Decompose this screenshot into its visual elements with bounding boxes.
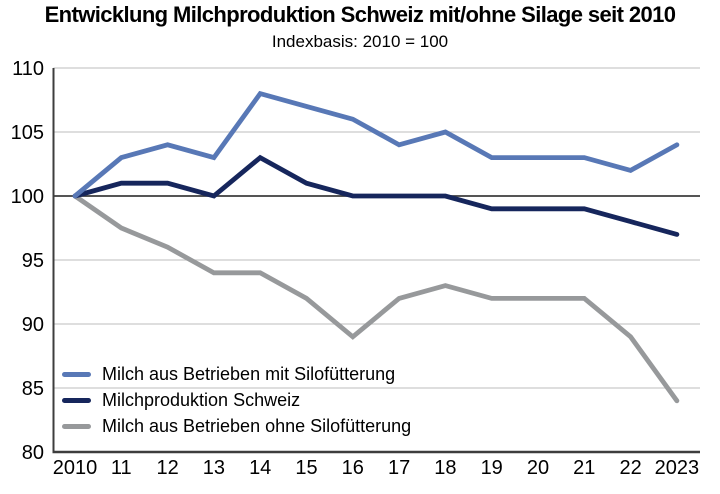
x-axis-label: 12 [156, 457, 178, 479]
y-axis-label: 80 [22, 442, 44, 464]
legend-item: Milch aus Betrieben ohne Silofütterung [62, 413, 411, 439]
y-axis-label: 100 [11, 186, 44, 208]
x-axis-label: 16 [342, 457, 364, 479]
x-axis-label: 22 [619, 457, 641, 479]
legend-line-swatch-milchproduktion-schweiz-icon [62, 397, 91, 403]
x-axis-label: 2023 [655, 457, 700, 479]
series-line-ohne-silofuetterung [72, 193, 680, 404]
legend-line-swatch-mit-silofuetterung-icon [62, 371, 91, 377]
series-line-mit-silofuetterung [72, 90, 680, 199]
x-axis-label: 17 [388, 457, 410, 479]
chart-subtitle: Indexbasis: 2010 = 100 [271, 32, 449, 51]
x-axis-label: 19 [481, 457, 503, 479]
x-axis-label: 13 [203, 457, 225, 479]
x-axis-label: 15 [295, 457, 317, 479]
x-axis-label: 18 [434, 457, 456, 479]
legend-label: Milch aus Betrieben ohne Silofütterung [102, 415, 412, 436]
chart-legend: Milch aus Betrieben mit Silofütterung Mi… [62, 361, 411, 439]
y-axis-label: 105 [11, 122, 44, 144]
x-axis-label: 11 [111, 457, 132, 479]
legend-item: Milch aus Betrieben mit Silofütterung [62, 361, 411, 387]
x-axis-label: 14 [249, 457, 271, 479]
legend-label: Milch aus Betrieben mit Silofütterung [102, 363, 396, 384]
legend-label: Milchproduktion Schweiz [102, 389, 301, 410]
x-axis-label: 2010 [53, 457, 98, 479]
x-axis-label: 21 [573, 457, 595, 479]
legend-item: Milchproduktion Schweiz [62, 387, 411, 413]
legend-line-swatch-ohne-silofuetterung-icon [62, 423, 91, 429]
y-axis-label: 110 [12, 58, 44, 80]
y-axis-label: 85 [22, 378, 44, 400]
y-axis-label: 90 [22, 314, 44, 336]
chart-title: Entwicklung Milchproduktion Schweiz mit/… [44, 2, 676, 27]
series-line-milchproduktion-schweiz [72, 154, 680, 237]
y-axis-label: 95 [22, 250, 44, 272]
x-axis-label: 20 [527, 457, 549, 479]
